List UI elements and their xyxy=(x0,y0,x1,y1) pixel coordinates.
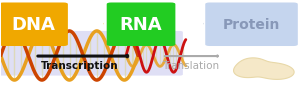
FancyBboxPatch shape xyxy=(107,3,176,47)
Text: DNA: DNA xyxy=(12,16,56,34)
Text: RNA: RNA xyxy=(120,16,162,34)
Text: Protein: Protein xyxy=(223,18,280,32)
Text: Transcription: Transcription xyxy=(41,60,118,70)
PathPatch shape xyxy=(234,58,294,80)
FancyBboxPatch shape xyxy=(205,3,298,47)
Text: Translation: Translation xyxy=(162,60,219,70)
FancyBboxPatch shape xyxy=(0,32,183,76)
FancyBboxPatch shape xyxy=(0,3,68,47)
